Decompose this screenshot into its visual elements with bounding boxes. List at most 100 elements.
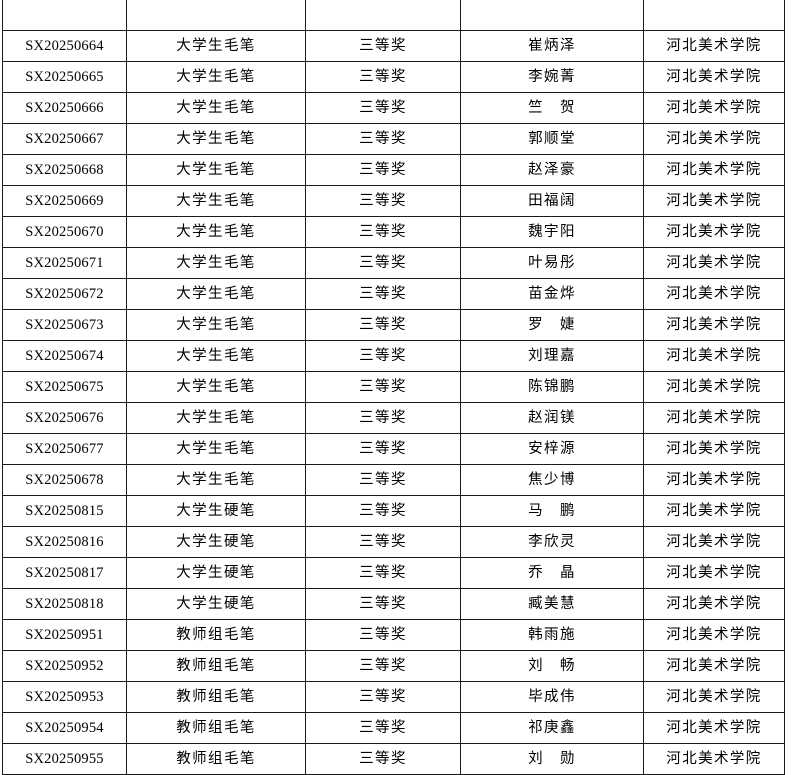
table-row: SX20250678 大学生毛笔 三等奖 焦少博 河北美术学院 [2, 464, 785, 496]
cell-prize: 三等奖 [305, 433, 461, 465]
cell-id: SX20250952 [2, 650, 127, 682]
table-top-edge-cell [2, 0, 127, 31]
table-row: SX20250666 大学生毛笔 三等奖竺 贺河北美术学院 [2, 92, 785, 124]
table-row: SX20250817 大学生硬笔 三等奖乔 晶河北美术学院 [2, 557, 785, 589]
cell-organization: 河北美术学院 [643, 247, 785, 279]
cell-organization: 河北美术学院 [643, 123, 785, 155]
cell-name: 刘 畅 [460, 650, 644, 682]
cell-id: SX20250954 [2, 712, 127, 744]
cell-category: 大学生硬笔 [126, 588, 306, 620]
cell-prize: 三等奖 [305, 402, 461, 434]
cell-organization: 河北美术学院 [643, 154, 785, 186]
table-row: SX20250675 大学生毛笔 三等奖 陈锦鹏 河北美术学院 [2, 371, 785, 403]
cell-id: SX20250955 [2, 743, 127, 775]
cell-id: SX20250818 [2, 588, 127, 620]
cell-name: 竺 贺 [460, 92, 644, 124]
cell-id: SX20250671 [2, 247, 127, 279]
cell-id: SX20250664 [2, 30, 127, 62]
table-row: SX20250668 大学生毛笔 三等奖 赵泽豪 河北美术学院 [2, 154, 785, 186]
cell-id: SX20250676 [2, 402, 127, 434]
cell-category: 教师组毛笔 [126, 650, 306, 682]
cell-prize: 三等奖 [305, 712, 461, 744]
cell-name: 李欣灵 [460, 526, 644, 558]
cell-prize: 三等奖 [305, 278, 461, 310]
cell-prize: 三等奖 [305, 464, 461, 496]
cell-category: 大学生毛笔 [126, 433, 306, 465]
cell-category: 大学生毛笔 [126, 92, 306, 124]
cell-prize: 三等奖 [305, 30, 461, 62]
cell-category: 大学生毛笔 [126, 185, 306, 217]
cell-organization: 河北美术学院 [643, 61, 785, 93]
cell-id: SX20250667 [2, 123, 127, 155]
cell-prize: 三等奖 [305, 185, 461, 217]
cell-name: 崔炳泽 [460, 30, 644, 62]
table-row: SX20250955 教师组毛笔 三等奖刘 勋河北美术学院 [2, 743, 785, 775]
table-row: SX20250952 教师组毛笔 三等奖刘 畅河北美术学院 [2, 650, 785, 682]
cell-organization: 河北美术学院 [643, 681, 785, 713]
cell-id: SX20250816 [2, 526, 127, 558]
table-row: SX20250665 大学生毛笔 三等奖 李婉菁 河北美术学院 [2, 61, 785, 93]
cell-id: SX20250668 [2, 154, 127, 186]
table-row: SX20250954 教师组毛笔 三等奖 祁庚鑫 河北美术学院 [2, 712, 785, 744]
cell-id: SX20250665 [2, 61, 127, 93]
cell-id: SX20250674 [2, 340, 127, 372]
cell-organization: 河北美术学院 [643, 278, 785, 310]
cell-id: SX20250953 [2, 681, 127, 713]
cell-prize: 三等奖 [305, 61, 461, 93]
cell-organization: 河北美术学院 [643, 30, 785, 62]
table-row: SX20250669 大学生毛笔 三等奖 田福阔 河北美术学院 [2, 185, 785, 217]
cell-name: 马 鹏 [460, 495, 644, 527]
table-row: SX20250815 大学生硬笔 三等奖马 鹏河北美术学院 [2, 495, 785, 527]
cell-organization: 河北美术学院 [643, 340, 785, 372]
cell-category: 大学生硬笔 [126, 526, 306, 558]
cell-category: 大学生硬笔 [126, 495, 306, 527]
cell-id: SX20250670 [2, 216, 127, 248]
cell-category: 大学生毛笔 [126, 216, 306, 248]
cell-name: 安梓源 [460, 433, 644, 465]
cell-name: 罗 婕 [460, 309, 644, 341]
cell-id: SX20250675 [2, 371, 127, 403]
cell-organization: 河北美术学院 [643, 557, 785, 589]
cell-name: 苗金烨 [460, 278, 644, 310]
cell-id: SX20250673 [2, 309, 127, 341]
table-row: SX20250673 大学生毛笔 三等奖罗 婕河北美术学院 [2, 309, 785, 341]
cell-name: 郭顺堂 [460, 123, 644, 155]
cell-name: 李婉菁 [460, 61, 644, 93]
cell-name: 焦少博 [460, 464, 644, 496]
cell-name: 刘理嘉 [460, 340, 644, 372]
cell-organization: 河北美术学院 [643, 526, 785, 558]
cell-name: 陈锦鹏 [460, 371, 644, 403]
cell-category: 教师组毛笔 [126, 712, 306, 744]
cell-name: 毕成伟 [460, 681, 644, 713]
table-row: SX20250670 大学生毛笔 三等奖 魏宇阳 河北美术学院 [2, 216, 785, 248]
cell-name: 叶易彤 [460, 247, 644, 279]
cell-prize: 三等奖 [305, 526, 461, 558]
cell-id: SX20250669 [2, 185, 127, 217]
cell-category: 大学生毛笔 [126, 278, 306, 310]
cell-id: SX20250817 [2, 557, 127, 589]
cell-organization: 河北美术学院 [643, 185, 785, 217]
cell-name: 乔 晶 [460, 557, 644, 589]
cell-prize: 三等奖 [305, 681, 461, 713]
cell-id: SX20250672 [2, 278, 127, 310]
cell-prize: 三等奖 [305, 154, 461, 186]
table-row: SX20250672 大学生毛笔 三等奖 苗金烨 河北美术学院 [2, 278, 785, 310]
cell-id: SX20250951 [2, 619, 127, 651]
cell-category: 大学生毛笔 [126, 30, 306, 62]
cell-organization: 河北美术学院 [643, 402, 785, 434]
table-top-edge-cell [126, 0, 306, 31]
cell-name: 刘 勋 [460, 743, 644, 775]
cell-name: 田福阔 [460, 185, 644, 217]
cell-name: 赵润镁 [460, 402, 644, 434]
cell-category: 大学生毛笔 [126, 61, 306, 93]
cell-prize: 三等奖 [305, 123, 461, 155]
table-top-edge [2, 0, 785, 31]
table-row: SX20250667 大学生毛笔 三等奖 郭顺堂 河北美术学院 [2, 123, 785, 155]
cell-organization: 河北美术学院 [643, 433, 785, 465]
cell-prize: 三等奖 [305, 557, 461, 589]
cell-name: 魏宇阳 [460, 216, 644, 248]
cell-organization: 河北美术学院 [643, 92, 785, 124]
cell-prize: 三等奖 [305, 743, 461, 775]
